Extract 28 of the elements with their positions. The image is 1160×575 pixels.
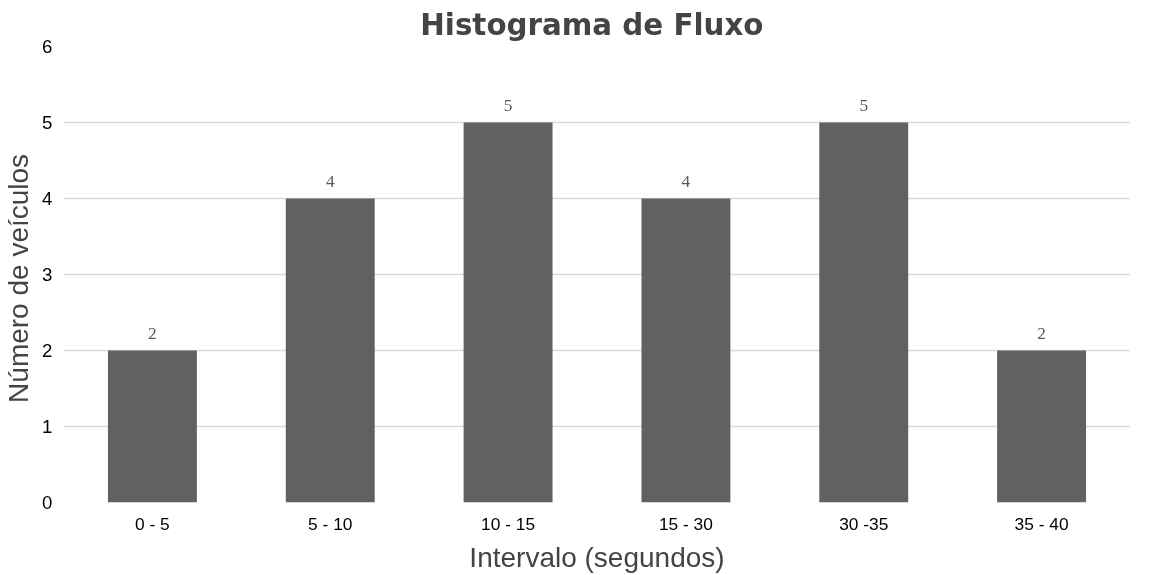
bar [285,198,375,503]
y-tick-label: 5 [42,112,53,133]
chart-title: Histograma de Fluxo [420,7,764,42]
bar [641,198,731,503]
x-axis-title: Intervalo (segundos) [469,541,725,573]
x-tick-label: 35 - 40 [1014,513,1069,534]
bar [997,350,1087,503]
data-label: 5 [503,95,513,115]
y-tick-label: 3 [42,264,53,285]
x-tick-label: 30 -35 [839,513,889,534]
data-label: 5 [859,95,869,115]
y-tick-label: 2 [42,340,53,361]
data-label: 4 [681,171,691,191]
x-tick-label: 15 - 30 [658,513,713,534]
y-axis-title: Número de veículos [3,153,35,403]
x-tick-label: 10 - 15 [481,513,536,534]
bar [463,122,553,503]
data-label: 2 [148,323,157,343]
bar [819,122,909,503]
x-tick-label: 0 - 5 [135,513,170,534]
y-tick-label: 4 [42,188,53,209]
y-tick-label: 6 [42,36,53,57]
y-tick-label: 1 [42,416,53,437]
data-label: 2 [1037,323,1046,343]
y-tick-label: 0 [42,492,53,513]
bar [107,350,197,503]
x-tick-label: 5 - 10 [308,513,353,534]
data-label: 4 [325,171,335,191]
